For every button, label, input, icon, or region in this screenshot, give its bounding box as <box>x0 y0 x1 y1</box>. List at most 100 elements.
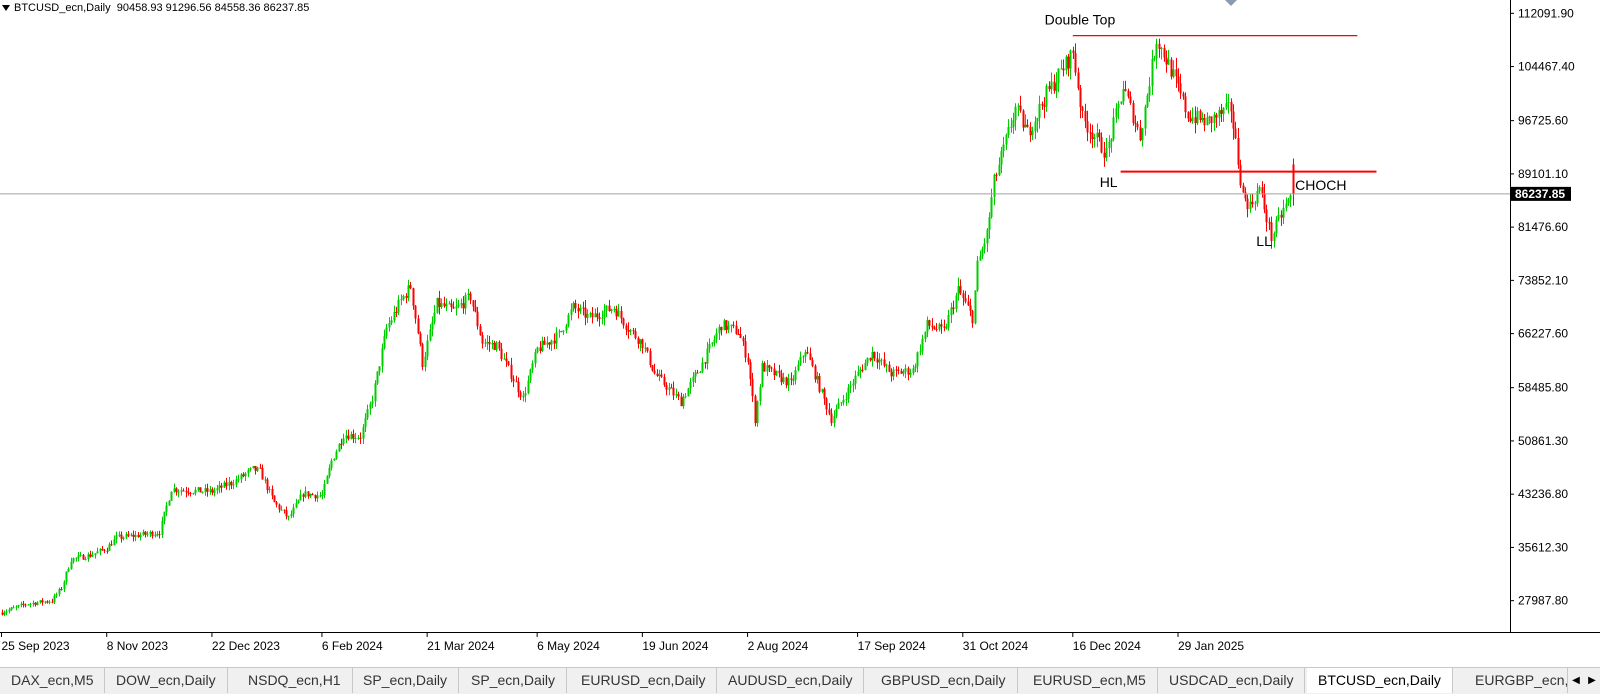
bull-candle <box>295 503 298 508</box>
bull-candle <box>668 387 671 390</box>
ohlc-readout: 90458.93 91296.56 84558.36 86237.85 <box>116 2 310 14</box>
chart-tab[interactable]: DOW_ecn,Daily <box>105 668 228 693</box>
bull-candle <box>91 554 94 557</box>
bear-candle <box>732 324 735 326</box>
bull-candle <box>209 489 212 492</box>
chart-tab[interactable]: EURUSD_ecn,M5 <box>1022 668 1158 693</box>
chart-area[interactable]: 112091.90 104467.40 96725.60 89101.10 81476.… <box>0 0 1600 660</box>
bear-candle <box>1246 198 1249 210</box>
bull-candle <box>1258 187 1261 192</box>
bull-candle <box>880 359 883 361</box>
annotation-hl[interactable]: HL <box>1100 174 1118 190</box>
bear-candle <box>964 298 967 302</box>
bull-candle <box>694 372 697 377</box>
bull-candle <box>1227 102 1230 104</box>
chart-tab[interactable]: BTCUSD_ecn,Daily <box>1307 668 1453 693</box>
bull-candle <box>1249 201 1252 210</box>
bull-candle <box>842 399 845 403</box>
bull-candle <box>122 537 125 539</box>
annotation-ll[interactable]: LL <box>1256 233 1272 249</box>
chart-shift-marker-icon[interactable] <box>1223 0 1239 6</box>
bull-candle <box>857 371 860 376</box>
bull-candle <box>536 347 539 353</box>
bear-candle <box>725 320 728 330</box>
bear-candle <box>1132 103 1135 123</box>
chart-tab[interactable]: DAX_ecn,M5 <box>0 668 106 693</box>
bull-candle <box>342 438 345 444</box>
bull-candle <box>529 369 532 381</box>
bull-candle <box>687 388 690 397</box>
tab-scroll-right-icon[interactable]: ▶ <box>1584 668 1600 693</box>
bear-candle <box>1199 110 1202 120</box>
bear-candle <box>137 534 140 538</box>
bull-candle <box>1096 132 1099 138</box>
bear-candle <box>314 494 317 499</box>
symbol-title: BTCUSD_ecn,Daily <box>14 2 111 14</box>
bull-candle <box>309 494 312 497</box>
annotation-double-top[interactable]: Double Top <box>1045 11 1116 27</box>
bear-candle <box>347 435 350 440</box>
bull-candle <box>77 555 80 558</box>
bull-candle <box>201 491 204 493</box>
bull-candle <box>467 293 470 296</box>
chart-tab[interactable]: SP_ecn,Daily <box>460 668 568 693</box>
bear-candle <box>625 325 628 330</box>
bear-candle <box>1062 68 1065 71</box>
bull-candle <box>699 371 702 373</box>
bull-candle <box>235 479 238 485</box>
bull-candle <box>1222 107 1225 114</box>
bull-candle <box>892 369 895 377</box>
annotation-choch[interactable]: CHOCH <box>1295 177 1346 193</box>
collapse-triangle-icon[interactable] <box>2 5 10 12</box>
candlestick-chart[interactable]: 112091.90 104467.40 96725.60 89101.10 81476.… <box>0 0 1600 660</box>
tab-scroll-left-icon[interactable]: ◀ <box>1568 668 1584 693</box>
chart-tab[interactable]: AUDUSD_ecn,Daily <box>717 668 865 693</box>
bull-candle <box>63 581 66 590</box>
chart-tab[interactable]: USDCAD_ecn,Daily <box>1158 668 1306 693</box>
bull-candle <box>1254 203 1257 205</box>
bear-candle <box>770 367 773 369</box>
bull-candle <box>541 340 544 352</box>
y-tick-label: 73852.10 <box>1518 273 1568 287</box>
bear-candle <box>1187 112 1190 119</box>
bull-candle <box>1034 121 1037 132</box>
bear-candle <box>488 342 491 345</box>
bear-candle <box>1184 96 1187 113</box>
bear-candle <box>1292 164 1295 194</box>
bear-candle <box>1134 122 1137 125</box>
bull-candle <box>1218 110 1221 118</box>
bear-candle <box>510 364 513 379</box>
bull-candle <box>268 489 271 491</box>
bear-candle <box>935 329 938 331</box>
chart-tab[interactable]: SP_ecn,Daily <box>352 668 460 693</box>
bull-candle <box>902 371 905 374</box>
bear-candle <box>785 377 788 386</box>
bear-candle <box>1234 128 1237 139</box>
bull-candle <box>1005 134 1008 145</box>
bull-candle <box>426 340 429 357</box>
chart-tab[interactable]: NSDQ_ecn,H1 <box>237 668 353 693</box>
bear-candle <box>768 365 771 368</box>
bull-candle <box>1002 144 1005 152</box>
bear-candle <box>584 307 587 318</box>
bear-candle <box>660 374 663 377</box>
bull-candle <box>589 313 592 315</box>
chart-tab[interactable]: GBPUSD_ecn,Daily <box>870 668 1018 693</box>
bear-candle <box>24 604 27 606</box>
bear-candle <box>696 372 699 374</box>
bull-candle <box>192 493 195 495</box>
bull-candle <box>792 379 795 381</box>
chart-tab[interactable]: EURUSD_ecn,Daily <box>570 668 718 693</box>
bull-candle <box>36 602 39 605</box>
bull-candle <box>534 352 537 364</box>
bull-candle <box>173 488 176 492</box>
bull-candle <box>65 571 68 582</box>
bear-candle <box>969 305 972 311</box>
bear-candle <box>749 362 752 380</box>
bear-candle <box>1103 152 1106 158</box>
bull-candle <box>374 383 377 402</box>
bear-candle <box>1124 89 1127 91</box>
chart-tab[interactable]: EURGBP_ecn,Daily <box>1464 668 1568 693</box>
bear-candle <box>735 325 738 334</box>
bear-candle <box>622 318 625 326</box>
